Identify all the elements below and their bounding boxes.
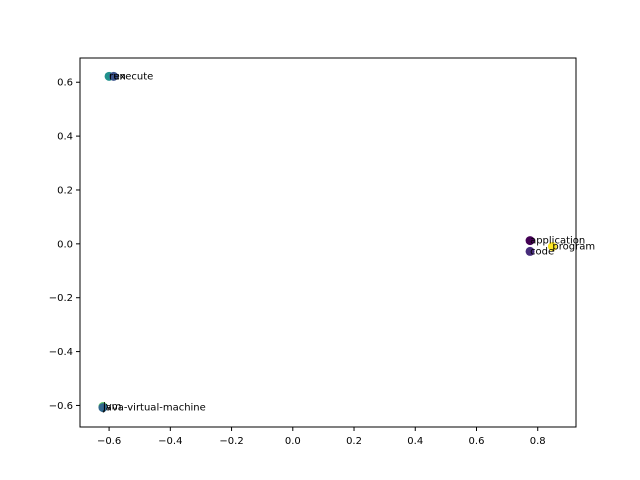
point-label: java-virtual-machine [102,403,206,414]
x-tick-label: 0.0 [285,436,301,447]
y-tick-label: 0.0 [57,239,73,250]
point-label: jvm [102,402,121,413]
scatter-point [98,403,108,413]
y-tick-label: −0.6 [49,401,73,412]
plot-area-frame [79,57,577,428]
y-tick-label: −0.2 [49,293,73,304]
point-label: code [530,246,554,257]
x-tick-label: 0.6 [469,436,485,447]
x-tick-label: 0.2 [346,436,362,447]
point-label: program [552,242,595,253]
x-tick-label: −0.4 [158,436,182,447]
x-tick-label: 0.8 [530,436,546,447]
point-label: application [530,236,585,247]
scatter-point [525,246,535,256]
y-tick-label: −0.4 [49,347,73,358]
scatter-point [547,242,557,252]
axis-ticks: −0.6 −0.4 −0.2 0.0 0.2 0.4 0.6 0.8 −0.6 −0.4 −0.2 0… [49,78,546,447]
y-tick-label: 0.6 [57,78,73,89]
point-label: run [109,71,126,82]
scatter-points [98,71,557,413]
point-label: execute [114,71,154,82]
x-tick-label: −0.2 [219,436,243,447]
scatter-point [525,236,535,246]
y-tick-label: 0.4 [57,132,73,143]
x-tick-label: 0.4 [407,436,423,447]
x-tick-label: −0.6 [97,436,121,447]
y-tick-label: 0.2 [57,185,73,196]
scatter-point [109,71,119,81]
